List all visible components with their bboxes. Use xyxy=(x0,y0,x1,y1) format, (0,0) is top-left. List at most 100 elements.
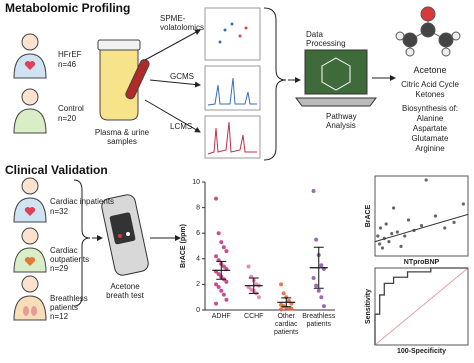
data-point xyxy=(224,279,229,284)
data-point xyxy=(419,224,424,228)
method-label: LCMS xyxy=(170,122,193,131)
data-point xyxy=(319,263,324,268)
data-point xyxy=(311,188,316,193)
arrow xyxy=(144,29,201,133)
result-label: Arginine xyxy=(415,144,445,153)
y-tick-label: 8 xyxy=(196,204,200,211)
reference-line xyxy=(374,267,469,346)
data-point xyxy=(224,249,229,254)
breath-device xyxy=(101,194,149,276)
data-point xyxy=(319,295,324,300)
data-point xyxy=(395,230,399,234)
device-label: Acetone breath test xyxy=(106,282,144,300)
samples-label: Plasma & urine samples xyxy=(94,128,150,146)
person-icon xyxy=(13,177,47,223)
data-point xyxy=(380,246,385,250)
x-axis-label: 100-Specificity xyxy=(397,348,446,355)
data-point xyxy=(216,272,221,277)
result-label: Aspartate xyxy=(412,124,448,133)
data-point xyxy=(216,231,221,236)
data-point xyxy=(216,284,221,289)
data-point xyxy=(424,178,428,182)
data-point xyxy=(403,234,407,238)
person-icon xyxy=(13,33,47,79)
data-point xyxy=(390,232,394,236)
x-tick-label: ADHF xyxy=(211,313,231,320)
y-tick-label: 4 xyxy=(196,256,200,263)
processing-label: Data Processing xyxy=(306,30,346,48)
person-icon xyxy=(13,227,47,273)
result-label: Citric Acid Cycle xyxy=(401,80,459,89)
x-axis-label: NTproBNP xyxy=(404,259,440,266)
data-point xyxy=(221,245,226,250)
data-point xyxy=(378,226,383,230)
data-point xyxy=(279,282,284,287)
data-point xyxy=(221,264,226,269)
data-point xyxy=(311,276,316,280)
group-label: HFrEF xyxy=(58,50,82,59)
group-label: Control xyxy=(58,104,84,113)
data-point xyxy=(443,226,447,230)
result-label: Ketones xyxy=(415,90,445,99)
data-point xyxy=(289,306,294,311)
data-point xyxy=(384,222,388,226)
person-icon xyxy=(13,88,47,134)
group-count: n=20 xyxy=(58,114,77,123)
y-tick-label: 2 xyxy=(196,281,200,288)
group-label: Cardiac inpatients xyxy=(50,197,115,206)
method-label: SPME-volatolomics xyxy=(160,14,205,32)
result-label: Acetone xyxy=(413,65,447,75)
data-point xyxy=(461,202,465,206)
data-point xyxy=(321,304,326,309)
laptop xyxy=(295,49,377,107)
data-point xyxy=(214,282,219,287)
data-point xyxy=(399,244,403,248)
section-title: Clinical Validation xyxy=(5,163,108,177)
error-bar xyxy=(313,246,324,289)
data-point xyxy=(214,254,219,259)
bracket xyxy=(263,7,287,161)
data-point xyxy=(452,220,456,224)
data-point xyxy=(219,240,224,245)
data-point xyxy=(281,291,286,296)
plot-frame xyxy=(374,175,469,257)
group-count: n=29 xyxy=(50,264,69,273)
data-point xyxy=(376,234,380,238)
method-label: GCMS xyxy=(170,72,194,81)
y-axis-label: Sensitivity xyxy=(365,289,372,324)
data-point xyxy=(214,196,219,201)
group-count: n=12 xyxy=(50,312,69,321)
data-point xyxy=(224,297,229,302)
fit-line xyxy=(374,213,469,243)
error-bar xyxy=(281,297,292,308)
person-icon xyxy=(13,275,47,321)
data-point xyxy=(314,283,319,288)
x-tick-label: Other cardiac patients xyxy=(273,313,299,336)
data-point xyxy=(219,288,224,293)
data-point xyxy=(378,242,382,246)
data-point xyxy=(256,295,261,300)
data-point xyxy=(279,307,284,312)
spectrum-thumbnail xyxy=(204,7,261,159)
data-point xyxy=(246,264,251,269)
data-point xyxy=(392,206,396,210)
x-tick-label: CCHF xyxy=(244,313,264,320)
y-tick-label: 6 xyxy=(196,230,200,237)
group-label: Cardiac outpatients xyxy=(50,246,90,264)
y-axis-label: BrACE (ppm) xyxy=(180,224,187,268)
y-axis-label: BrACE xyxy=(365,204,372,227)
bracket xyxy=(73,179,91,307)
data-point xyxy=(433,214,438,218)
group-count: n=32 xyxy=(50,207,69,216)
section-title: Metabolomic Profiling xyxy=(5,1,131,15)
result-label: Alanine xyxy=(416,114,444,123)
molecule xyxy=(395,6,461,57)
result-label: Glutamate xyxy=(411,134,449,143)
data-point xyxy=(221,292,226,297)
x-tick-label: Breathless patients xyxy=(302,313,336,328)
data-point xyxy=(387,240,391,244)
error-bar xyxy=(248,277,259,294)
y-tick-label: 0 xyxy=(196,307,200,314)
